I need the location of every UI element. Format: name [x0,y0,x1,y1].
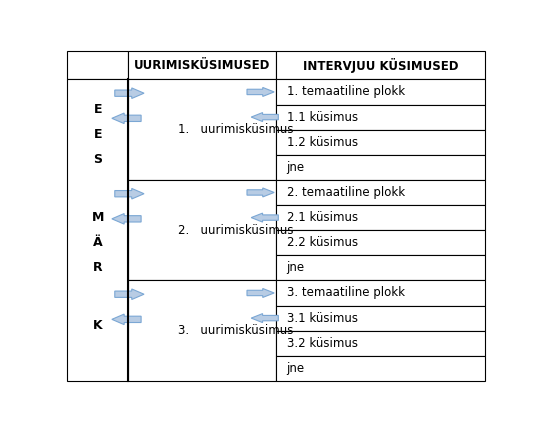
Text: 2.1 küsimus: 2.1 küsimus [287,211,358,224]
Text: E: E [93,128,102,141]
Bar [277,255,485,280]
Text: 3.   uurimisküsimus: 3. uurimisküsimus [178,324,293,337]
Polygon shape [251,314,278,323]
Text: 2.   uurimisküsimus: 2. uurimisküsimus [178,224,294,237]
Polygon shape [115,88,144,98]
Text: K: K [93,319,102,332]
Bar [277,306,485,331]
Bar [128,180,276,280]
Text: 2.2 küsimus: 2.2 küsimus [287,236,358,249]
Bar [277,79,485,104]
Bar [67,51,128,79]
Polygon shape [247,188,274,197]
Bar [277,51,485,79]
Text: 1.1 küsimus: 1.1 küsimus [287,110,358,124]
Text: 1. temaatiline plokk: 1. temaatiline plokk [287,86,405,98]
Text: jne: jne [287,262,305,274]
Text: INTERVJUU KÜSIMUSED: INTERVJUU KÜSIMUSED [303,58,458,73]
Text: Ä: Ä [93,236,102,249]
Bar [128,79,276,180]
Polygon shape [112,314,141,324]
Text: jne: jne [287,362,305,375]
Text: 3.2 küsimus: 3.2 küsimus [287,337,358,350]
Text: 2. temaatiline plokk: 2. temaatiline plokk [287,186,405,199]
Bar [277,280,485,306]
Polygon shape [247,288,274,297]
Polygon shape [115,289,144,300]
Bar [277,356,485,381]
Polygon shape [112,113,141,124]
Text: UURIMISKÜSIMUSED: UURIMISKÜSIMUSED [134,59,270,72]
Text: 3. temaatiline plokk: 3. temaatiline plokk [287,286,405,300]
Polygon shape [247,87,274,96]
Text: jne: jne [287,161,305,174]
Bar [128,280,276,381]
Text: M: M [92,211,104,224]
Polygon shape [115,188,144,199]
Polygon shape [251,113,278,122]
Bar [277,155,485,180]
Bar [277,130,485,155]
Bar [277,104,485,130]
Bar [277,205,485,230]
Bar [277,331,485,356]
Polygon shape [112,214,141,224]
Text: 3.1 küsimus: 3.1 küsimus [287,312,358,324]
Bar [128,51,276,79]
Bar [277,180,485,205]
Text: S: S [93,153,102,166]
Bar [277,230,485,255]
Polygon shape [251,213,278,222]
Text: R: R [93,262,102,274]
Text: 1.2 küsimus: 1.2 küsimus [287,136,358,149]
Text: E: E [93,103,102,116]
Text: 1.   uurimisküsimus: 1. uurimisküsimus [178,123,294,136]
Bar [67,79,128,381]
